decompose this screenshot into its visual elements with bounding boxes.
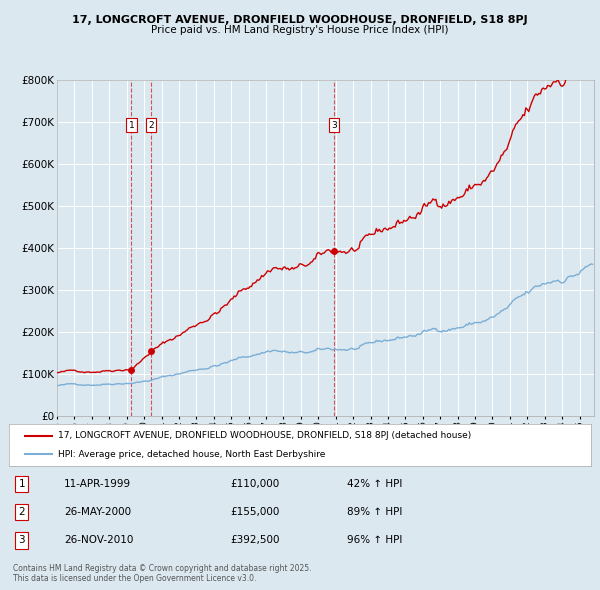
Text: 17, LONGCROFT AVENUE, DRONFIELD WOODHOUSE, DRONFIELD, S18 8PJ (detached house): 17, LONGCROFT AVENUE, DRONFIELD WOODHOUS… [58, 431, 472, 440]
Text: £392,500: £392,500 [230, 535, 280, 545]
Text: HPI: Average price, detached house, North East Derbyshire: HPI: Average price, detached house, Nort… [58, 450, 326, 458]
Text: £110,000: £110,000 [230, 478, 280, 489]
Text: 42% ↑ HPI: 42% ↑ HPI [347, 478, 402, 489]
Text: 26-MAY-2000: 26-MAY-2000 [64, 507, 131, 517]
Text: 11-APR-1999: 11-APR-1999 [64, 478, 131, 489]
Text: 96% ↑ HPI: 96% ↑ HPI [347, 535, 402, 545]
Text: 1: 1 [19, 478, 25, 489]
Text: £155,000: £155,000 [230, 507, 280, 517]
Text: 3: 3 [19, 535, 25, 545]
Text: Price paid vs. HM Land Registry's House Price Index (HPI): Price paid vs. HM Land Registry's House … [151, 25, 449, 35]
Text: 2: 2 [148, 120, 154, 130]
Text: 89% ↑ HPI: 89% ↑ HPI [347, 507, 402, 517]
Text: 1: 1 [128, 120, 134, 130]
Text: 2: 2 [19, 507, 25, 517]
Text: Contains HM Land Registry data © Crown copyright and database right 2025.
This d: Contains HM Land Registry data © Crown c… [13, 564, 312, 584]
Text: 26-NOV-2010: 26-NOV-2010 [64, 535, 134, 545]
Text: 17, LONGCROFT AVENUE, DRONFIELD WOODHOUSE, DRONFIELD, S18 8PJ: 17, LONGCROFT AVENUE, DRONFIELD WOODHOUS… [72, 15, 528, 25]
Text: 3: 3 [331, 120, 337, 130]
